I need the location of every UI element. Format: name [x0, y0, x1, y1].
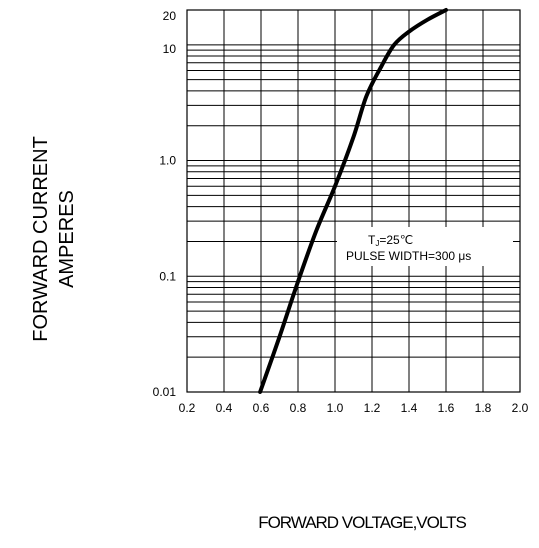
x-tick-label: 0.6: [253, 401, 270, 415]
y-tick-label: 20: [163, 9, 177, 23]
y-axis-label-line-2: AMPERES: [56, 190, 78, 288]
annotation-subscript: J: [375, 239, 379, 248]
y-tick-label: 0.1: [159, 269, 176, 283]
annotation-box: [337, 227, 513, 266]
y-tick-label: 10: [163, 42, 177, 56]
x-tick-label: 1.8: [475, 401, 492, 415]
x-tick-label: 1.2: [364, 401, 381, 415]
y-tick-label: 1.0: [159, 154, 176, 168]
x-tick-label: 0.4: [216, 401, 233, 415]
x-tick-label: 0.8: [290, 401, 307, 415]
x-tick-label: 1.0: [327, 401, 344, 415]
y-tick-labels: 0.01 0.1 1.0 10 20: [153, 9, 177, 399]
annotation-pulse-width: PULSE WIDTH=300 μs: [346, 249, 471, 263]
x-tick-label: 1.4: [401, 401, 418, 415]
x-tick-label: 2.0: [512, 401, 529, 415]
annotation-temperature: TJ=25℃: [368, 233, 413, 248]
y-tick-label: 0.01: [153, 385, 177, 399]
x-tick-label: 0.2: [179, 401, 196, 415]
x-tick-label: 1.6: [438, 401, 455, 415]
y-axis-label-line-1: FORWARD CURRENT: [30, 136, 52, 342]
plot-frame: [186, 9, 521, 393]
grid-lines: [187, 10, 520, 392]
x-tick-labels: 0.2 0.4 0.6 0.8 1.0 1.2 1.4 1.6 1.8 2.0: [179, 401, 529, 415]
x-axis-label: FORWARD VOLTAGE,VOLTS: [258, 513, 466, 532]
forward-current-curve: [258, 8, 448, 394]
